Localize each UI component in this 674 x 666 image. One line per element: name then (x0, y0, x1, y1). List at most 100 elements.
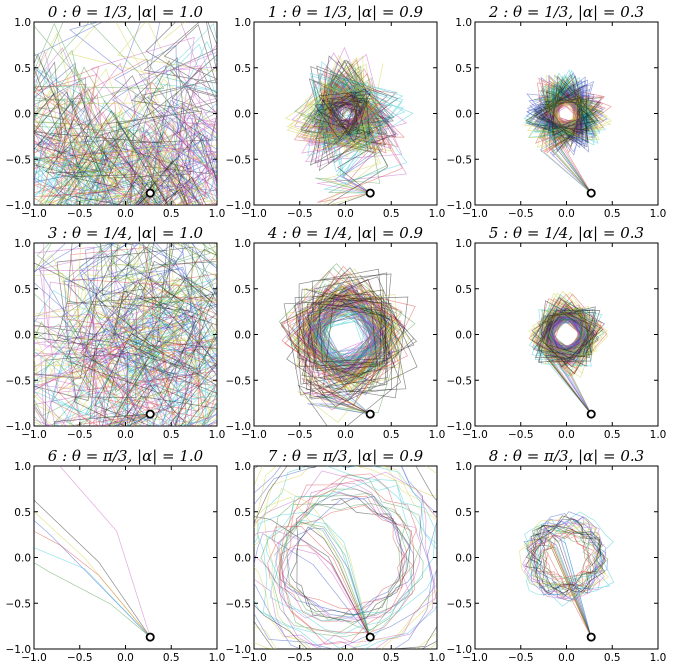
trajectory-line (313, 88, 371, 194)
trajectory-line (34, 81, 217, 205)
x-tick-label: 0.5 (383, 429, 400, 441)
x-tick-label: −1.0 (21, 208, 47, 220)
x-tick-label: 0.0 (117, 652, 134, 664)
panel-title: 1 : θ = 1/3, |α| = 0.9 (268, 3, 424, 21)
y-tick-label: −0.5 (447, 154, 473, 166)
y-tick-label: −1.0 (447, 200, 473, 212)
trajectory-line (542, 91, 594, 194)
trajectory-line (541, 311, 593, 415)
start-point-marker (145, 188, 155, 198)
trajectory-line (254, 466, 437, 649)
trajectory-line (523, 511, 615, 638)
x-tick-label: 1.0 (650, 429, 667, 441)
trajectory-line (101, 22, 217, 205)
trajectory-line (525, 72, 595, 194)
trajectory-line (254, 470, 437, 649)
trajectory-line (527, 520, 606, 638)
x-tick-label: 1.0 (429, 652, 446, 664)
x-tick-label: 0.0 (117, 429, 134, 441)
y-tick-label: 0.5 (234, 63, 251, 75)
y-tick-label: −1.0 (6, 644, 32, 656)
panel-0: −1.0 1.0 −0.5 0.5 0.0 0.0 0.5 −0.5 1.0 −1.0 0 : θ … (6, 3, 226, 220)
trajectory-line (321, 83, 375, 194)
trajectory-line (273, 488, 408, 638)
trajectory-line (34, 243, 217, 426)
trajectory-line (279, 490, 414, 638)
trajectory-line (535, 76, 612, 194)
trajectory-line (284, 54, 394, 205)
y-tick-label: −0.5 (226, 598, 252, 610)
y-tick-label: −1.0 (447, 644, 473, 656)
y-tick-label: 0.5 (455, 63, 472, 75)
x-tick-label: 1.0 (429, 429, 446, 441)
start-point-marker (586, 188, 596, 198)
x-tick-label: −1.0 (241, 652, 267, 664)
x-tick-label: 0.0 (558, 652, 575, 664)
plot-frame (33, 465, 218, 650)
trajectory-line (523, 69, 607, 194)
trajectory-line (522, 516, 605, 638)
trajectory-line (34, 22, 217, 205)
x-tick-label: −0.5 (508, 652, 534, 664)
trajectory-line (544, 311, 592, 415)
y-tick-label: −1.0 (226, 644, 252, 656)
y-tick-label: 0.0 (234, 109, 251, 121)
x-tick-label: 0.5 (163, 208, 180, 220)
trajectory-line (260, 473, 424, 638)
y-tick-label: 0.0 (455, 330, 472, 342)
start-point-marker (145, 409, 155, 419)
trajectory-line (540, 528, 595, 638)
trajectory-line (536, 304, 598, 415)
trajectory-line (532, 300, 602, 415)
start-point-marker (586, 632, 596, 642)
trajectory-line (34, 243, 217, 426)
trajectory-line (300, 294, 392, 415)
trajectory-line (523, 73, 612, 194)
trajectory-line (254, 466, 437, 649)
x-tick-label: −0.5 (67, 652, 93, 664)
trajectory-line (34, 22, 198, 205)
trajectory-line (523, 511, 607, 638)
trajectory-line (542, 89, 592, 194)
panel-title: 8 : θ = π/3, |α| = 0.3 (489, 447, 644, 465)
trajectory-line (301, 294, 388, 415)
trajectory-line (280, 265, 416, 415)
trajectories (528, 290, 609, 415)
panel-title: 5 : θ = 1/4, |α| = 0.3 (489, 224, 644, 242)
trajectory-line (289, 496, 411, 638)
trajectories (278, 263, 418, 426)
y-tick-label: 1.0 (455, 238, 472, 250)
trajectory-line (531, 296, 605, 415)
x-tick-label: −1.0 (462, 429, 488, 441)
trajectory-line (303, 285, 392, 415)
trajectory-line (317, 73, 390, 194)
start-point-marker (145, 632, 155, 642)
panel-7: −1.0 1.0 −0.5 0.5 0.0 0.0 0.5 −0.5 1.0 −1.0 7 : θ … (226, 447, 446, 664)
x-tick-label: 0.0 (558, 429, 575, 441)
panel-title: 3 : θ = 1/4, |α| = 1.0 (48, 224, 204, 242)
plot-frame (474, 21, 659, 206)
trajectory-line (34, 58, 165, 205)
trajectory-line (34, 66, 217, 205)
y-tick-label: 0.5 (14, 63, 31, 75)
trajectory-line (528, 293, 608, 415)
y-tick-label: −0.5 (226, 154, 252, 166)
y-tick-label: 0.0 (234, 330, 251, 342)
trajectory-line (527, 519, 605, 638)
trajectory-line (65, 247, 217, 426)
x-tick-label: −0.5 (287, 208, 313, 220)
y-tick-label: −0.5 (6, 375, 32, 387)
trajectories (519, 511, 615, 638)
trajectory-line (34, 243, 181, 426)
plot-frame (33, 21, 218, 206)
panel-3: −1.0 1.0 −0.5 0.5 0.0 0.0 0.5 −0.5 1.0 −1.0 3 : θ … (6, 224, 226, 441)
trajectory-line (254, 466, 437, 649)
trajectory-line (538, 82, 599, 194)
y-tick-label: −1.0 (226, 200, 252, 212)
x-tick-label: 1.0 (429, 208, 446, 220)
x-tick-label: 0.0 (117, 208, 134, 220)
trajectories (284, 46, 414, 205)
trajectory-line (525, 515, 606, 638)
trajectory-line (291, 273, 410, 423)
